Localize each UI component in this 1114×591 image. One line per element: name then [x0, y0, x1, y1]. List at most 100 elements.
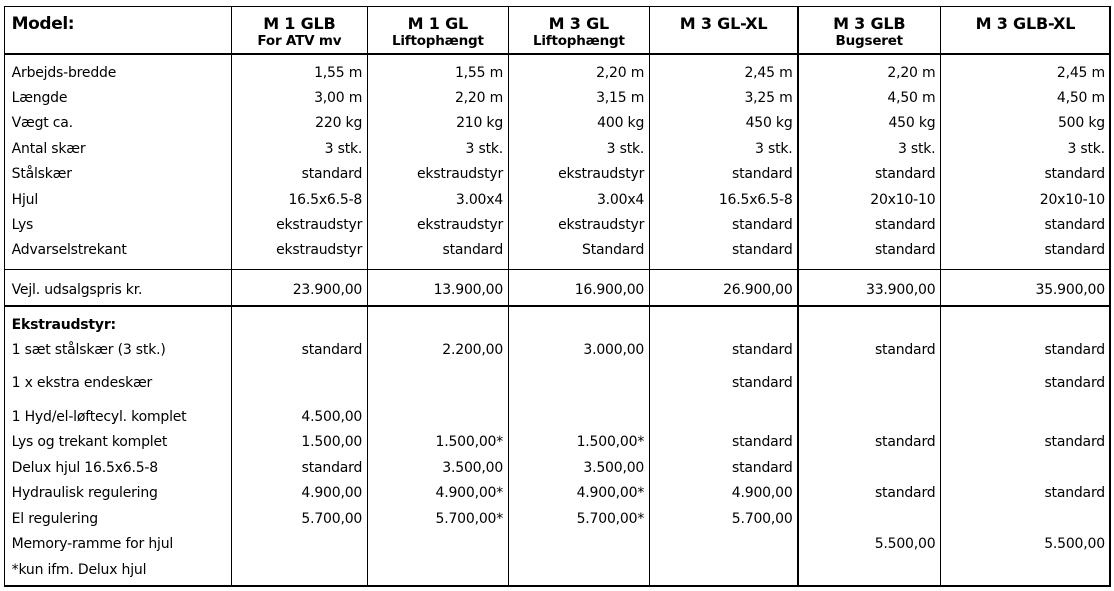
specs-values-col2: 1,55 m 2,20 m 210 kg 3 stk. ekstraudstyr 3.00…	[368, 55, 507, 269]
extras-value: 4.900,00*	[576, 485, 645, 502]
spec-value: standard	[874, 242, 936, 259]
extras-value: 5.700,00*	[576, 510, 645, 527]
extras-row-label: Lys og trekant komplet	[11, 434, 168, 451]
extras-value: 1.500,00	[301, 434, 363, 451]
extras-value: standard	[732, 434, 793, 451]
spec-value: standard	[732, 242, 793, 259]
spec-value: standard	[1044, 166, 1105, 183]
extras-value	[368, 313, 503, 339]
extras-value	[232, 313, 362, 339]
extras-value	[941, 396, 1105, 405]
extras-value	[799, 405, 936, 431]
extras-row-label	[12, 396, 231, 405]
extras-value: standard	[1044, 374, 1105, 391]
price-value-col3: 16.900,00	[509, 270, 649, 305]
spec-value: 3,25 m	[744, 90, 793, 107]
extras-value	[650, 405, 792, 431]
extras-value: 5.500,00	[1044, 536, 1105, 553]
column-divider-3	[507, 5, 510, 587]
spec-value: 450 kg	[888, 115, 936, 132]
extras-row-label: Delux hjul 16.5x6.5-8	[11, 459, 159, 476]
price-value: 13.900,00	[433, 281, 504, 298]
spec-value: Standard	[582, 242, 645, 259]
spec-value: 2,20 m	[596, 64, 645, 81]
spec-value: ekstraudstyr	[558, 216, 645, 233]
spec-value: standard	[442, 242, 504, 259]
column-name: M 3 GLB-XL	[975, 13, 1076, 33]
extras-value	[232, 532, 362, 558]
extras-value: 5.700,00	[301, 510, 363, 527]
column-divider-2	[366, 5, 369, 587]
extras-value	[650, 396, 792, 405]
price-label-cell: Vejl. udsalgspris kr.	[5, 270, 231, 305]
extras-value	[509, 313, 644, 339]
spec-value: 20x10-10	[1039, 191, 1105, 208]
spec-value: 1,55 m	[454, 64, 504, 81]
extras-value	[368, 558, 503, 584]
extras-row-label: *kun ifm. Delux hjul	[11, 561, 147, 578]
extras-values-col5: standard standard standard 5.500,00	[799, 307, 940, 585]
extras-value: 2.200,00	[442, 342, 504, 359]
price-value: 33.900,00	[865, 281, 936, 298]
spec-value: 3 stk.	[324, 140, 363, 157]
extras-value	[650, 313, 792, 339]
spec-value: standard	[732, 166, 793, 183]
spec-value: 1,55 m	[314, 64, 363, 81]
extras-row-label: 1 sæt stålskær (3 stk.)	[11, 342, 166, 359]
extras-value	[941, 507, 1105, 533]
extras-value	[941, 558, 1105, 584]
extras-value: standard	[301, 342, 363, 359]
extras-values-col2: 2.200,00 1.500,00* 3.500,00 4.900,00* 5.700,…	[368, 307, 507, 585]
extras-value: 5.700,00*	[435, 510, 504, 527]
header-cell-model: Model:	[5, 7, 231, 53]
spec-value: 4,50 m	[1056, 90, 1105, 107]
spec-value: 3 stk.	[606, 140, 645, 157]
spec-value: 3 stk.	[1067, 140, 1105, 157]
extras-value	[509, 371, 644, 397]
extras-value: standard	[1044, 485, 1105, 502]
table-border-top	[3, 5, 1111, 8]
extras-value: 1.500,00*	[576, 434, 645, 451]
spec-row-label: Lys	[11, 216, 34, 233]
table-border-bottom	[3, 585, 1111, 587]
extras-value: standard	[732, 342, 793, 359]
extras-value: standard	[874, 485, 936, 502]
extras-row-label: 1 x ekstra endeskær	[11, 374, 153, 391]
extras-labels: Ekstraudstyr: 1 sæt stålskær (3 stk.) 1 x …	[5, 307, 231, 585]
column-divider-6	[939, 5, 942, 587]
table-title: Model:	[11, 14, 75, 35]
specs-values-col6: 2,45 m 4,50 m 500 kg 3 stk. standard 20x10-10…	[941, 55, 1109, 269]
spec-row-label: Stålskær	[11, 166, 72, 183]
spec-row-label: Antal skær	[11, 140, 86, 157]
extras-value	[368, 532, 503, 558]
extras-value: standard	[732, 374, 793, 391]
spec-row-label: Hjul	[11, 191, 39, 208]
extras-value: standard	[874, 342, 936, 359]
extras-value	[799, 313, 936, 339]
extras-value: standard	[1044, 342, 1105, 359]
spec-value: 450 kg	[745, 115, 793, 132]
extras-value	[509, 364, 644, 371]
column-subtitle: Liftophængt	[532, 33, 625, 50]
spec-value: 4,50 m	[887, 90, 936, 107]
spec-value: 2,45 m	[1056, 64, 1105, 81]
spec-value: 16.5x6.5-8	[718, 191, 793, 208]
price-value-col5: 33.900,00	[799, 270, 940, 305]
spec-value: ekstraudstyr	[417, 216, 504, 233]
extras-value	[799, 364, 936, 371]
extras-value: 4.500,00	[301, 408, 363, 425]
column-name: M 3 GL-XL	[679, 13, 768, 33]
spec-row-label: Vægt ca.	[11, 115, 73, 132]
column-name: M 3 GLB	[833, 13, 906, 33]
header-cell-col4: M 3 GL-XL	[650, 7, 797, 53]
extras-value	[799, 396, 936, 405]
divider-price-extras	[3, 305, 1111, 307]
extras-value: 4.900,00	[731, 485, 793, 502]
spec-value: 3,00 m	[314, 90, 363, 107]
spec-value: standard	[301, 166, 363, 183]
price-row-label: Vejl. udsalgspris kr.	[11, 281, 143, 298]
price-value: 35.900,00	[1035, 281, 1105, 298]
extras-value: 1.500,00*	[435, 434, 504, 451]
spec-value: 3,15 m	[596, 90, 645, 107]
